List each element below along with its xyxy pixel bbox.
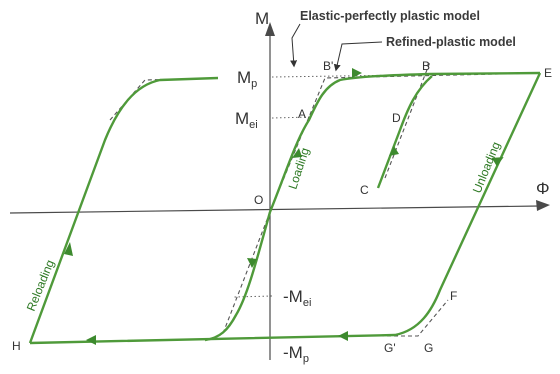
mei-guide-line [271,116,313,119]
bottom-arrow-icon [86,335,96,345]
reloading-curve [28,76,219,344]
loading-curve [268,71,541,213]
bottom-right-arrow-icon [338,331,348,341]
vertical-axis-arrowhead [265,22,275,36]
elastic-plastic-bottom-right [380,299,449,337]
point-c-label: C [360,183,369,197]
point-f-label: F [450,289,457,303]
refined-model-label: Refined-plastic model [386,35,516,49]
point-h-label: H [12,339,21,353]
partial-reload-curve [376,75,433,189]
elastic-model-label: Elastic-perfectly plastic model [300,9,480,23]
loading-label: Loading [286,146,313,191]
origin-label: O [254,193,263,207]
mp-label: Mp [237,68,257,90]
point-b-label: B [422,59,430,73]
unloading-arrow-icon [491,157,504,167]
mp-guide-line [271,72,541,78]
horizontal-axis-arrowhead [536,200,550,211]
neg-mei-guide-line [233,295,273,298]
elastic-plastic-top-left [109,77,219,121]
partial-reload-arrow-icon [389,146,399,156]
elastic-model-leader [290,23,301,68]
loading-arrow-icon [292,148,302,158]
y-axis-label: M [255,9,269,28]
refined-model-leader [333,41,383,72]
reloading-arrow-icon [64,242,73,256]
point-g-label: G [424,341,433,355]
neg-mei-label: -Mei [283,287,311,309]
x-axis-label: Φ [536,179,550,198]
mei-label: Mei [235,109,258,131]
top-arrow-icon [352,68,362,78]
point-d-label: D [392,111,401,125]
negative-loading-curve [204,211,272,342]
point-b-prime-label: B' [323,59,333,73]
point-g-prime-label: G' [384,341,396,355]
elastic-plastic-bottom-left [221,211,271,337]
horizontal-axis [9,205,541,214]
neg-mp-label: -Mp [283,343,309,365]
elastic-plastic-top-right [269,72,541,213]
unloading-curve [29,72,542,345]
point-a-label: A [298,107,306,121]
point-e-label: E [544,66,552,80]
negative-loading-arrow-icon [247,258,257,268]
